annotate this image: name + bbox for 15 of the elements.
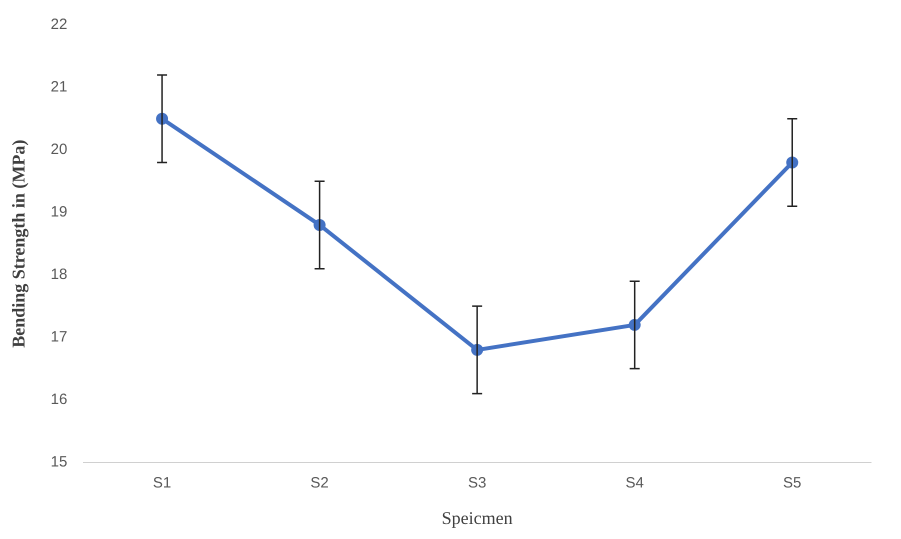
y-axis-title: Bending Strength in (MPa) — [8, 140, 28, 348]
x-tick-label: S4 — [626, 474, 644, 492]
x-tick-label: S2 — [310, 474, 329, 492]
y-tick-label: 20 — [50, 141, 68, 158]
x-tick-label: S5 — [783, 474, 802, 492]
x-axis-title: Speicmen — [442, 508, 513, 528]
y-tick-label: 18 — [50, 266, 68, 284]
y-tick-label: 21 — [50, 78, 68, 96]
x-tick-label: S1 — [152, 474, 172, 492]
y-tick-label: 19 — [50, 204, 68, 221]
y-tick-label: 22 — [50, 16, 68, 34]
y-tick-label: 15 — [50, 454, 68, 471]
y-tick-label: 17 — [50, 328, 68, 346]
x-tick-label: S3 — [468, 474, 486, 492]
y-tick-label: 16 — [50, 391, 68, 408]
